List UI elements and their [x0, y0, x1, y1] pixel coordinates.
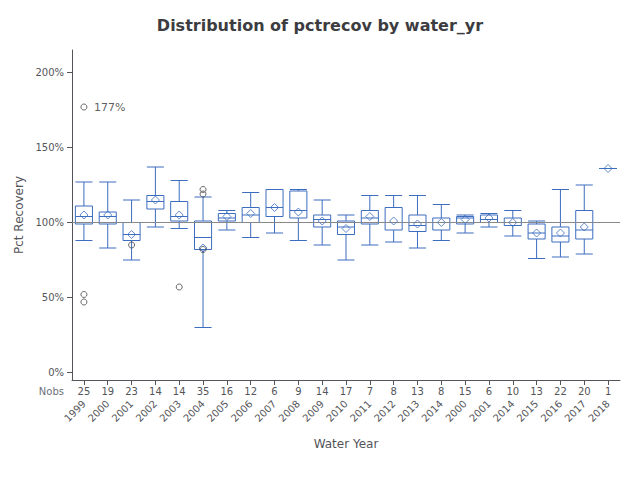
- svg-text:2011: 2011: [348, 398, 374, 424]
- svg-text:19: 19: [101, 386, 114, 397]
- svg-text:2005: 2005: [205, 398, 231, 424]
- svg-text:177%: 177%: [94, 101, 125, 114]
- svg-text:23: 23: [125, 386, 138, 397]
- svg-text:2008: 2008: [276, 398, 302, 424]
- svg-text:2012: 2012: [372, 398, 398, 424]
- svg-text:1: 1: [605, 386, 611, 397]
- svg-text:150%: 150%: [35, 142, 64, 153]
- svg-text:Distribution of pctrecov by wa: Distribution of pctrecov by water_yr: [157, 16, 483, 35]
- svg-text:17: 17: [340, 386, 353, 397]
- svg-text:2013: 2013: [396, 398, 422, 424]
- svg-text:2017: 2017: [562, 398, 588, 424]
- svg-text:2014: 2014: [419, 398, 445, 424]
- svg-text:10: 10: [506, 386, 519, 397]
- svg-text:14: 14: [316, 386, 329, 397]
- svg-text:14: 14: [173, 386, 186, 397]
- svg-text:13: 13: [530, 386, 543, 397]
- svg-text:25: 25: [78, 386, 91, 397]
- svg-text:14: 14: [149, 386, 162, 397]
- svg-text:20: 20: [578, 386, 591, 397]
- svg-text:22: 22: [554, 386, 567, 397]
- svg-text:35: 35: [197, 386, 210, 397]
- svg-text:8: 8: [438, 386, 444, 397]
- svg-text:2018: 2018: [586, 398, 612, 424]
- svg-text:7: 7: [367, 386, 373, 397]
- svg-text:Pct Recovery: Pct Recovery: [12, 176, 26, 254]
- svg-text:2004: 2004: [181, 398, 207, 424]
- svg-text:2010: 2010: [324, 398, 350, 424]
- svg-text:2000: 2000: [86, 398, 112, 424]
- svg-text:100%: 100%: [35, 217, 64, 228]
- svg-text:6: 6: [486, 386, 492, 397]
- svg-text:2000: 2000: [443, 398, 469, 424]
- svg-text:12: 12: [244, 386, 257, 397]
- svg-text:8: 8: [390, 386, 396, 397]
- svg-text:13: 13: [411, 386, 424, 397]
- svg-text:2015: 2015: [515, 398, 541, 424]
- svg-text:2003: 2003: [157, 398, 183, 424]
- svg-text:50%: 50%: [42, 292, 64, 303]
- svg-text:6: 6: [271, 386, 277, 397]
- svg-text:Nobs: Nobs: [39, 386, 64, 397]
- svg-text:9: 9: [295, 386, 301, 397]
- svg-text:15: 15: [459, 386, 472, 397]
- svg-text:2001: 2001: [110, 398, 136, 424]
- svg-text:Water Year: Water Year: [314, 437, 379, 451]
- svg-text:2014: 2014: [491, 398, 517, 424]
- svg-text:1999: 1999: [62, 398, 88, 424]
- svg-text:2002: 2002: [134, 398, 160, 424]
- svg-text:2016: 2016: [539, 398, 565, 424]
- svg-text:2009: 2009: [300, 398, 326, 424]
- svg-text:2006: 2006: [229, 398, 255, 424]
- svg-text:2001: 2001: [467, 398, 493, 424]
- svg-text:200%: 200%: [35, 67, 64, 78]
- svg-text:16: 16: [221, 386, 234, 397]
- svg-text:2007: 2007: [253, 398, 279, 424]
- svg-text:0%: 0%: [48, 367, 64, 378]
